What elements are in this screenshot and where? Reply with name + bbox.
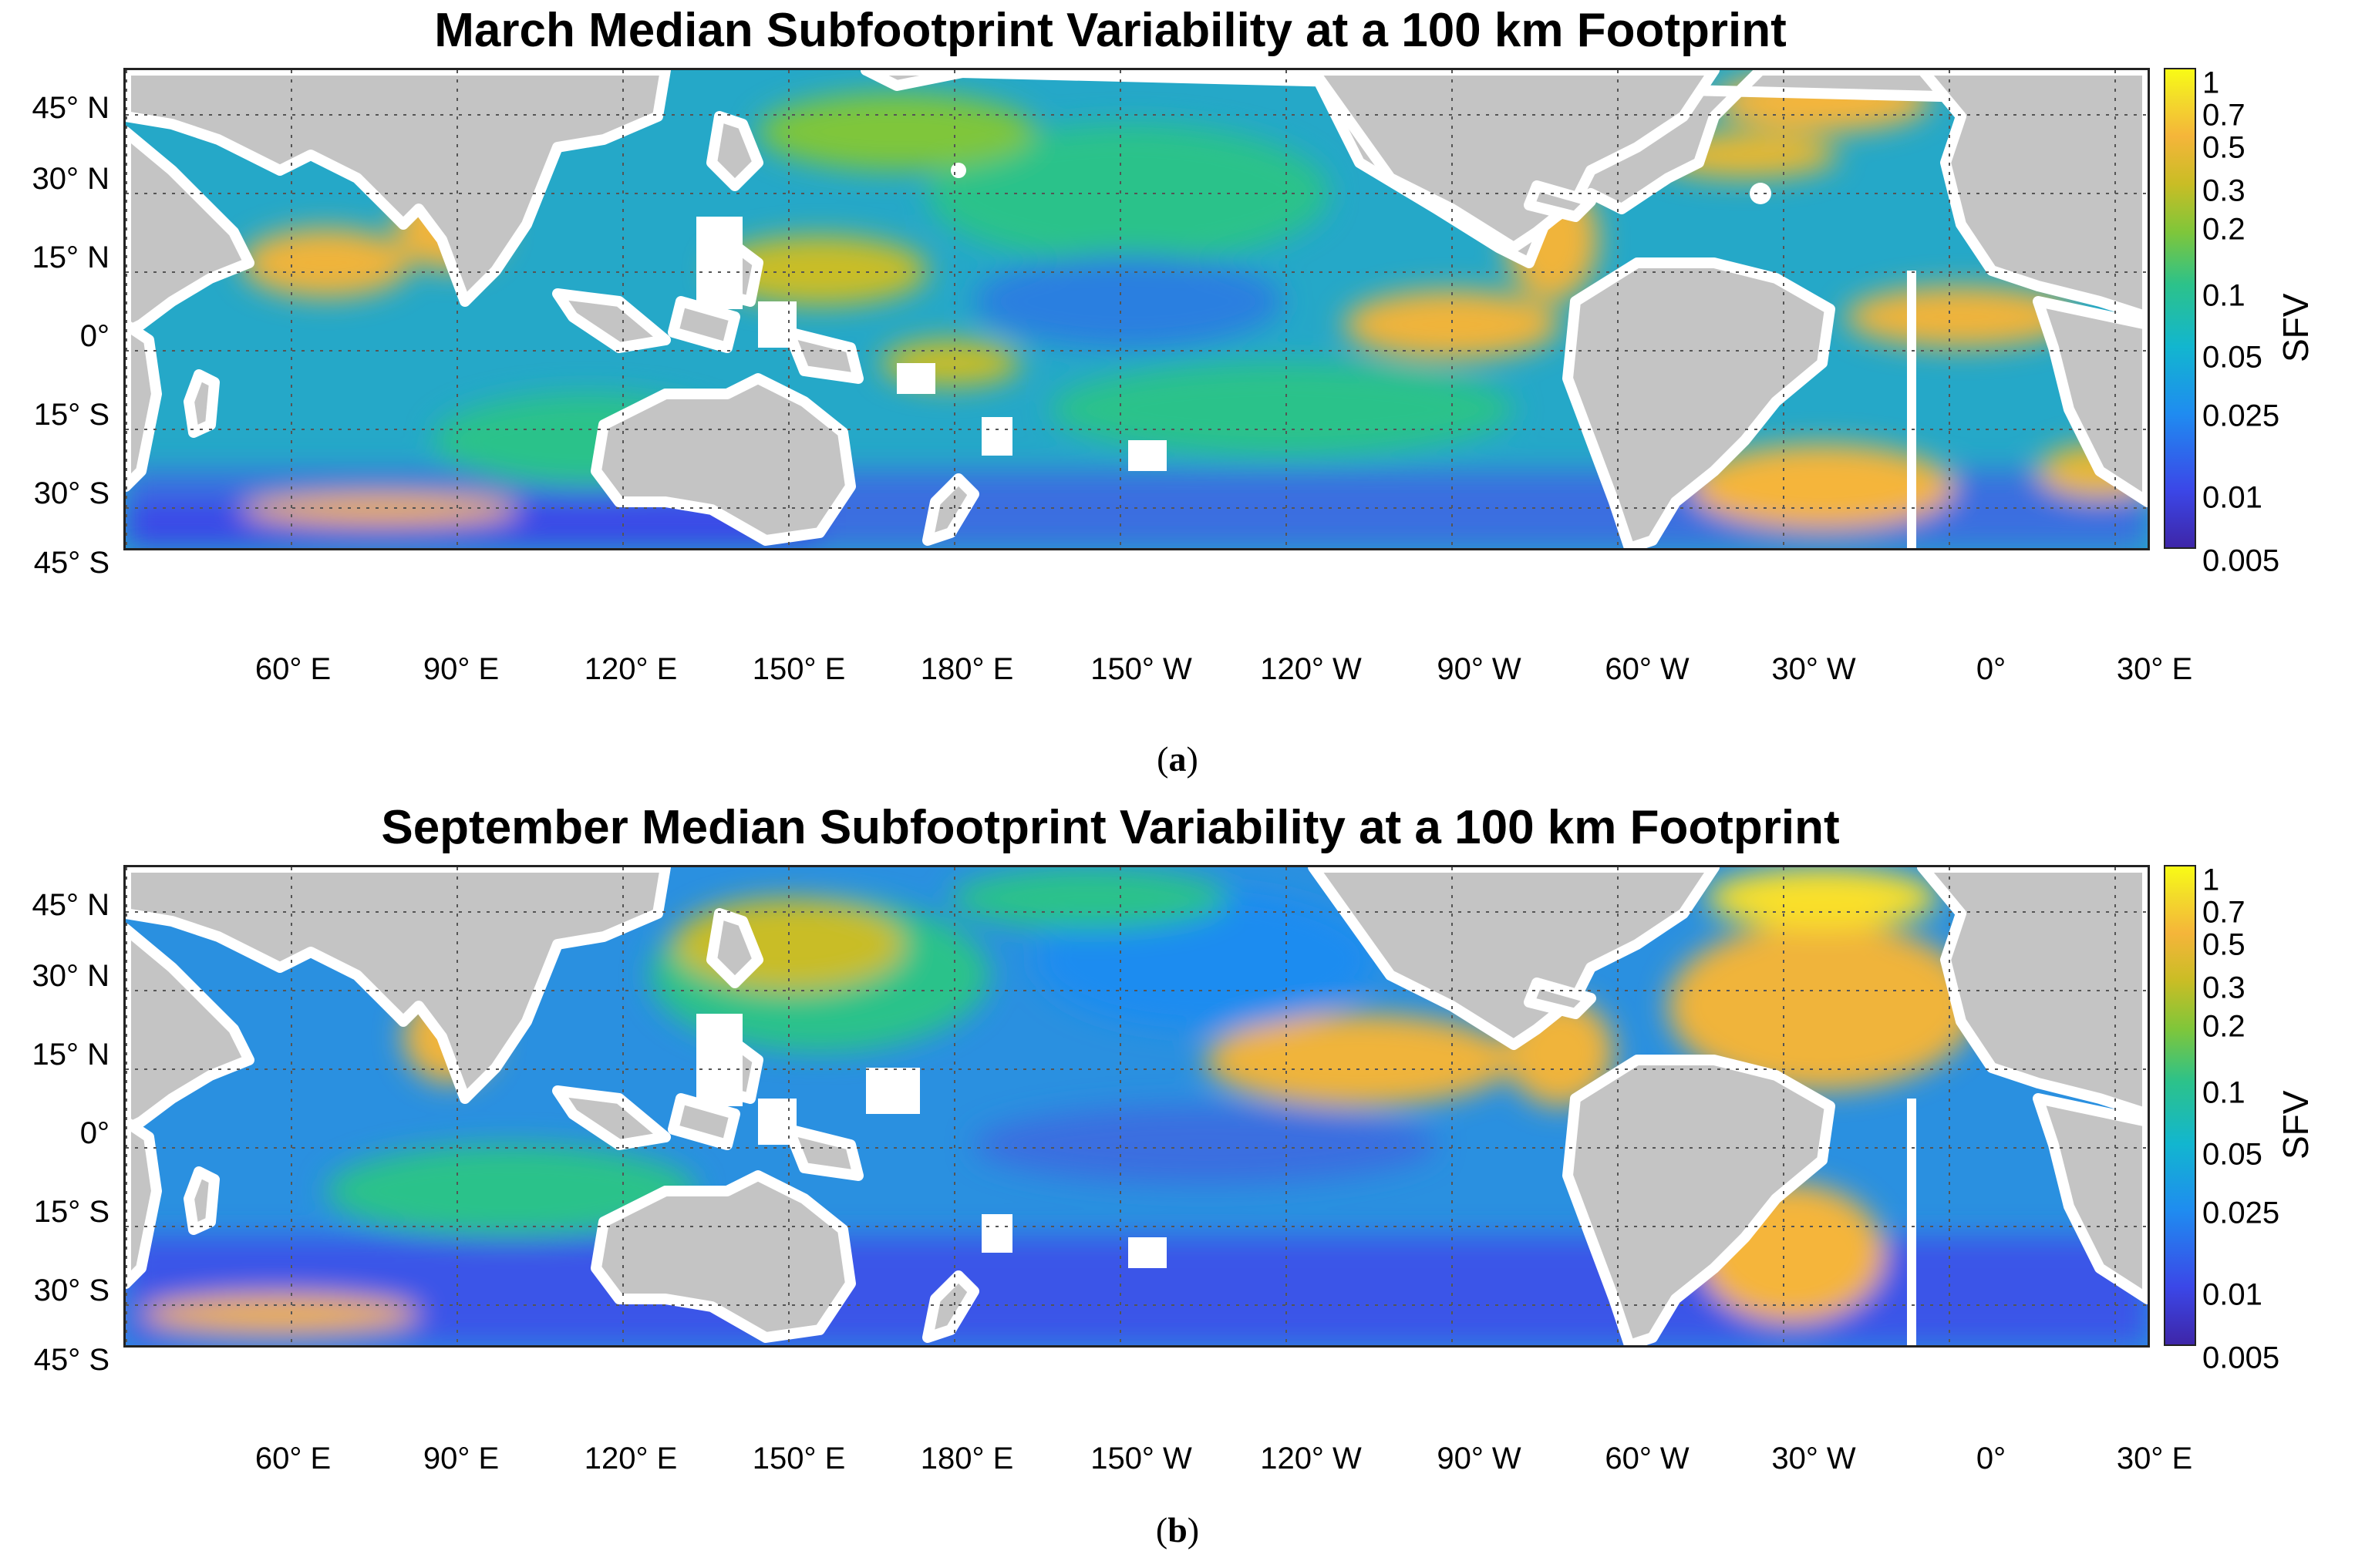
- colorbar-tick: 0.025: [2202, 399, 2280, 433]
- lat-tick: 30° N: [32, 162, 110, 196]
- lat-tick: 30° N: [32, 959, 110, 993]
- map-area: [123, 865, 2150, 1348]
- lat-tick: 15° S: [33, 398, 109, 432]
- colorbar-tick: 1: [2202, 863, 2220, 897]
- colorbar-tick: 0.01: [2202, 480, 2262, 515]
- colorbar-tick: 0.1: [2202, 1075, 2246, 1110]
- lat-tick: 45° S: [33, 546, 109, 580]
- lon-tick: 60° W: [1605, 652, 1690, 686]
- lat-tick: 15° S: [33, 1195, 109, 1229]
- colorbar-tick: 0.01: [2202, 1277, 2262, 1312]
- lon-tick: 60° E: [254, 652, 332, 686]
- colorbar-label: SFV: [2276, 293, 2316, 362]
- map-svg: [126, 70, 2148, 548]
- colorbar-tick: 0.2: [2202, 1009, 2246, 1044]
- colorbar-tick: 0.5: [2202, 927, 2246, 962]
- lon-tick: 150° W: [1090, 652, 1192, 686]
- lon-tick: 90° E: [423, 652, 500, 686]
- lat-tick: 30° S: [33, 1274, 109, 1307]
- missing-data: [696, 1014, 1916, 1345]
- graticule: [126, 70, 2148, 548]
- colorbar-tick: 0.05: [2202, 1137, 2262, 1172]
- lon-tick: 30° E: [2116, 652, 2193, 686]
- lon-tick: 90° W: [1437, 652, 1521, 686]
- lat-tick: 0°: [79, 1116, 109, 1150]
- panel-title: September Median Subfootprint Variabilit…: [381, 801, 1840, 854]
- map-area: [123, 68, 2150, 550]
- colorbar-tick: 0.005: [2202, 543, 2280, 578]
- lat-tick: 45° N: [32, 888, 110, 922]
- colorbar-tick: 0.025: [2202, 1196, 2280, 1230]
- colorbar-tick: 0.3: [2202, 173, 2246, 208]
- lon-tick: 90° W: [1437, 1442, 1521, 1475]
- colorbar-tick: 1: [2202, 66, 2220, 100]
- lon-tick: 180° E: [920, 652, 1014, 686]
- panel-a: March Median Subfootprint Variability at…: [32, 4, 2316, 779]
- panel-caption: (b): [1155, 1510, 1200, 1549]
- lat-tick: 45° N: [32, 91, 110, 125]
- lon-tick: 90° E: [423, 1442, 500, 1475]
- lon-tick: 60° W: [1605, 1442, 1690, 1475]
- caption-letter: b: [1167, 1510, 1188, 1549]
- land: [126, 867, 2148, 1345]
- lon-tick: 0°: [1976, 1442, 2006, 1475]
- graticule: [126, 867, 2148, 1345]
- colorbar-tick: 0.3: [2202, 971, 2246, 1005]
- colorbar: [2164, 68, 2196, 549]
- map-svg: [126, 867, 2148, 1345]
- panel-caption: (a): [1157, 739, 1198, 779]
- lon-tick: 150° E: [752, 652, 846, 686]
- caption-letter: a: [1168, 739, 1187, 779]
- missing-data: [696, 163, 1916, 548]
- lat-tick: 15° N: [32, 1038, 110, 1072]
- lat-tick: 30° S: [33, 476, 109, 510]
- colorbar-tick: 0.7: [2202, 98, 2246, 133]
- panel-title: March Median Subfootprint Variability at…: [434, 4, 1787, 57]
- lon-tick: 150° W: [1090, 1442, 1192, 1475]
- lon-tick: 60° E: [254, 1442, 332, 1475]
- panel-b: September Median Subfootprint Variabilit…: [0, 794, 2355, 1568]
- lon-tick: 120° W: [1260, 1442, 1362, 1475]
- lon-tick: 120° W: [1260, 652, 1362, 686]
- lon-tick: 30° W: [1771, 652, 1856, 686]
- lat-tick: 0°: [79, 319, 109, 353]
- colorbar-tick: 0.005: [2202, 1341, 2280, 1375]
- lat-tick: 45° S: [33, 1343, 109, 1377]
- lon-tick: 30° W: [1771, 1442, 1856, 1475]
- lon-tick: 0°: [1976, 652, 2006, 686]
- lon-tick: 120° E: [584, 1442, 678, 1475]
- lon-tick: 150° E: [752, 1442, 846, 1475]
- colorbar-label: SFV: [2276, 1090, 2316, 1159]
- colorbar-tick: 0.2: [2202, 212, 2246, 247]
- colorbar-tick: 0.05: [2202, 340, 2262, 375]
- lon-tick: 180° E: [920, 1442, 1014, 1475]
- colorbar-tick: 0.7: [2202, 895, 2246, 930]
- colorbar-tick: 0.1: [2202, 278, 2246, 313]
- lon-tick: 30° E: [2116, 1442, 2193, 1475]
- colorbar-tick: 0.5: [2202, 130, 2246, 165]
- colorbar: [2164, 865, 2196, 1346]
- lon-tick: 120° E: [584, 652, 678, 686]
- lat-tick: 15° N: [32, 241, 110, 274]
